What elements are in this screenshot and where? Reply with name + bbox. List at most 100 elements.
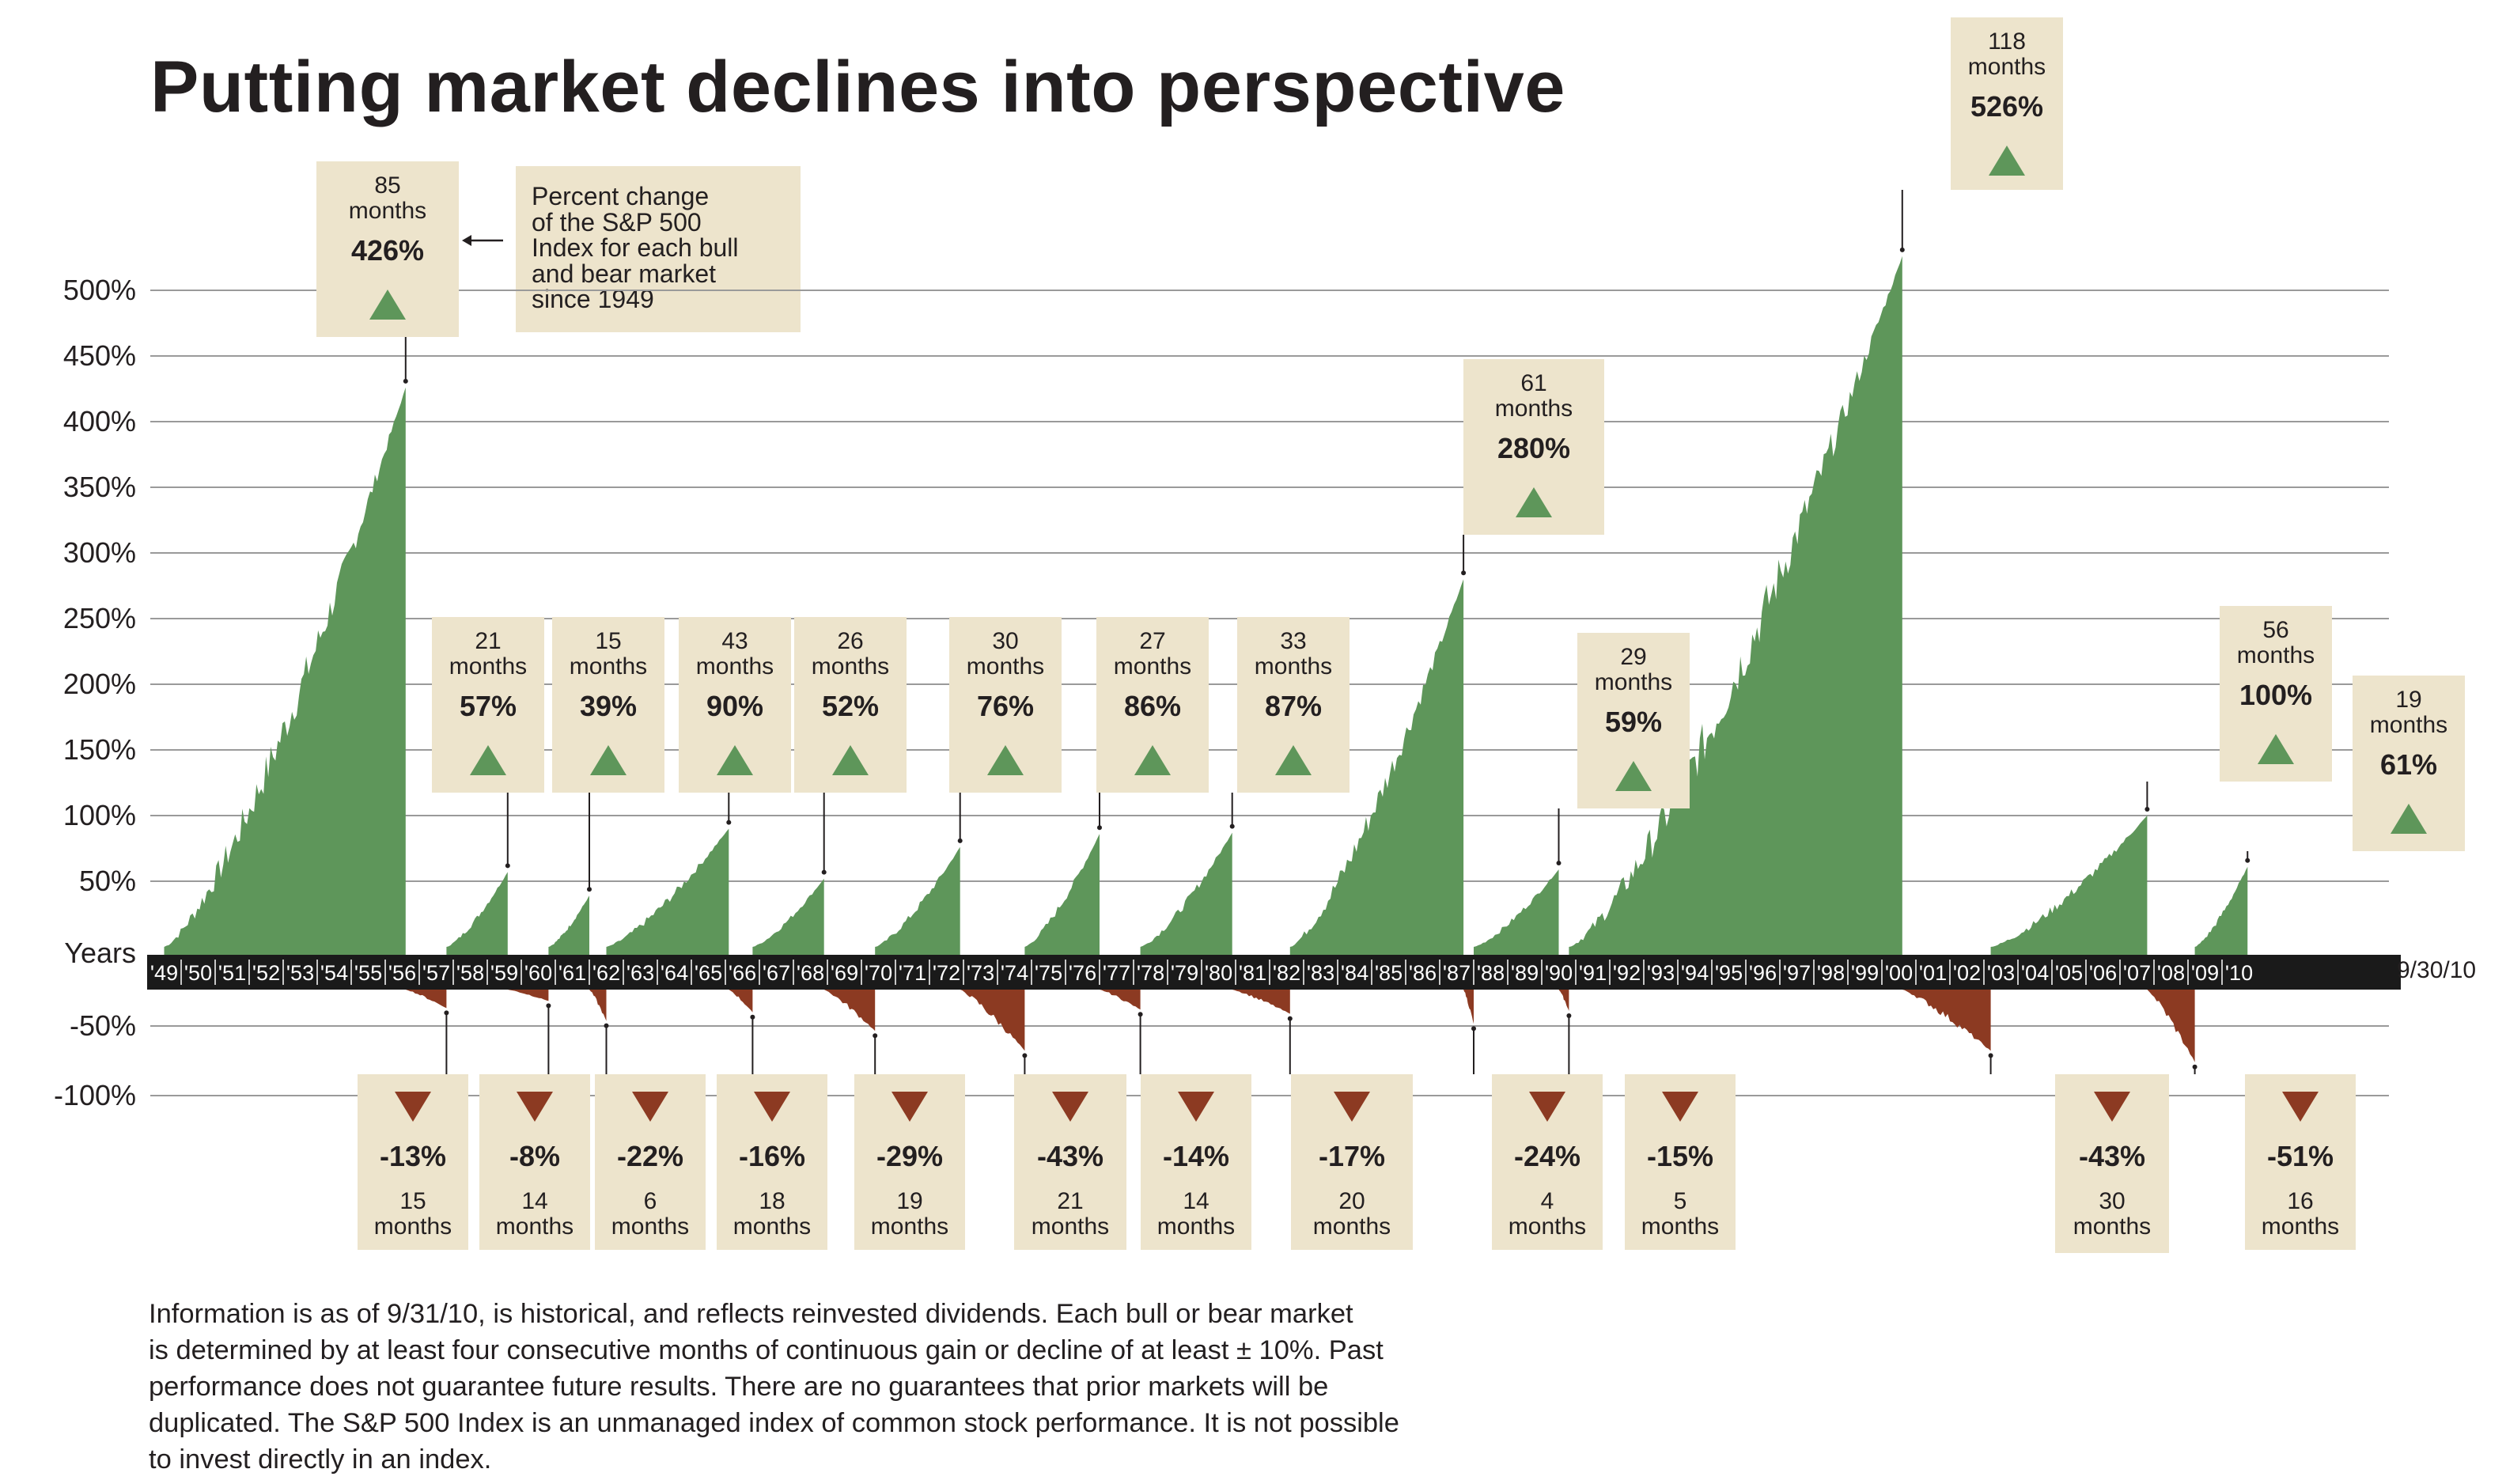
bear-market-area [1902,990,1991,1051]
footnote-line: to invest directly in an index. [149,1444,492,1475]
legend-note-line: Index for each bull [532,233,739,262]
bull-months-value: 118 [1988,28,2026,55]
x-tick-label: '66 [729,961,756,985]
callout-leader-dot [1471,1026,1476,1032]
x-tick-label: '99 [1851,961,1879,985]
bull-months-value: 30 [992,628,1018,654]
x-tick-label: '84 [1341,961,1368,985]
callout-leader-dot [821,869,827,875]
bull-months-value: 15 [595,628,621,654]
bull-market-area [1289,579,1464,955]
x-tick-label: '89 [1511,961,1539,985]
bear-months-label: months [2073,1213,2151,1240]
y-tick-label: 350% [63,471,136,503]
bull-pct-label: 526% [1970,90,2043,123]
bear-months-label: months [1641,1213,1719,1240]
bear-months-value: 19 [896,1188,922,1214]
x-tick-label: '06 [2089,961,2117,985]
bull-pct-label: 90% [706,690,763,722]
bear-months-label: months [1032,1213,1109,1240]
bear-pct-label: -24% [1514,1140,1580,1172]
callout-leader-dot [1899,247,1905,252]
down-arrow-icon [1334,1092,1370,1122]
bear-months-value: 14 [521,1188,547,1214]
footnote-line: performance does not guarantee future re… [149,1372,1329,1402]
x-tick-label: '73 [967,961,994,985]
callout-leader-dot [546,1003,551,1009]
bear-market-area [823,990,876,1032]
down-arrow-icon [2094,1092,2130,1122]
bear-pct-label: -14% [1163,1140,1229,1172]
bear-market-area [960,990,1025,1051]
y-tick-label: 50% [79,865,136,897]
bear-months-value: 21 [1057,1188,1083,1214]
bull-market-area [1474,869,1559,955]
bear-market-area [1232,990,1290,1014]
x-tick-label: '60 [524,961,552,985]
bear-months-label: months [1313,1213,1391,1240]
bear-months-value: 4 [1541,1188,1554,1214]
callout-leader-dot [505,863,510,869]
down-arrow-icon [517,1092,553,1122]
bear-market-area [405,990,447,1009]
bull-months-label: months [2370,712,2447,738]
x-tick-label: '54 [320,961,348,985]
bear-months-label: months [611,1213,689,1240]
bear-market-area [2147,990,2195,1062]
callout-leader-dot [1229,823,1235,829]
x-tick-label: '94 [1681,961,1709,985]
x-tick-label: '98 [1817,961,1845,985]
bear-market-area [589,990,607,1021]
bear-pct-label: -29% [876,1140,943,1172]
x-tick-label: '85 [1375,961,1403,985]
callout-leader-dot [1138,1012,1143,1017]
up-arrow-icon [832,745,869,775]
bull-months-label: months [570,653,647,680]
bull-months-value: 61 [1520,370,1546,396]
callout-leader-dot [1287,1016,1293,1021]
x-tick-label: '80 [1205,961,1232,985]
bear-pct-label: -43% [2079,1140,2145,1172]
bull-months-value: 33 [1280,628,1306,654]
bull-market-area [548,895,589,955]
x-tick-label: '81 [1239,961,1266,985]
callout-leader-dot [2144,807,2150,812]
bull-market-area [1140,832,1232,955]
bull-market-area [1024,834,1100,955]
x-tick-label: '51 [218,961,246,985]
bull-months-label: months [812,653,889,680]
bear-market-area [1100,990,1141,1010]
bull-pct-label: 39% [580,690,637,722]
callout-leader-dot [1566,1013,1572,1018]
x-tick-label: '09 [2191,961,2219,985]
x-tick-label: '79 [1171,961,1198,985]
bull-months-label: months [696,653,774,680]
footnote-line: Information is as of 9/31/10, is histori… [149,1299,1353,1329]
bull-market-area [2194,866,2248,955]
x-tick-label: '64 [661,961,688,985]
x-tick-label: '83 [1307,961,1334,985]
y-tick-label: 150% [63,733,136,766]
bull-months-value: 27 [1139,628,1165,654]
bull-market-area [1569,256,1902,955]
x-tick-label: '58 [456,961,484,985]
bull-pct-label: 100% [2239,679,2312,711]
x-tick-label: '96 [1749,961,1777,985]
down-arrow-icon [1178,1092,1214,1122]
bull-market-area [606,828,729,955]
bull-pct-label: 52% [822,690,879,722]
bull-pct-label: 76% [977,690,1034,722]
bull-market-area [752,878,824,955]
callout-leader-dot [604,1023,609,1028]
bull-months-value: 85 [374,172,400,199]
x-tick-label: '52 [252,961,280,985]
x-tick-label: '67 [763,961,790,985]
up-arrow-icon [590,745,626,775]
up-arrow-icon [1989,146,2025,176]
x-tick-label: '57 [422,961,450,985]
y-tick-label: -50% [70,1009,136,1042]
x-tick-label: '62 [592,961,620,985]
x-tick-label: '55 [354,961,382,985]
bull-pct-label: 87% [1265,690,1322,722]
x-tick-label: '50 [184,961,212,985]
